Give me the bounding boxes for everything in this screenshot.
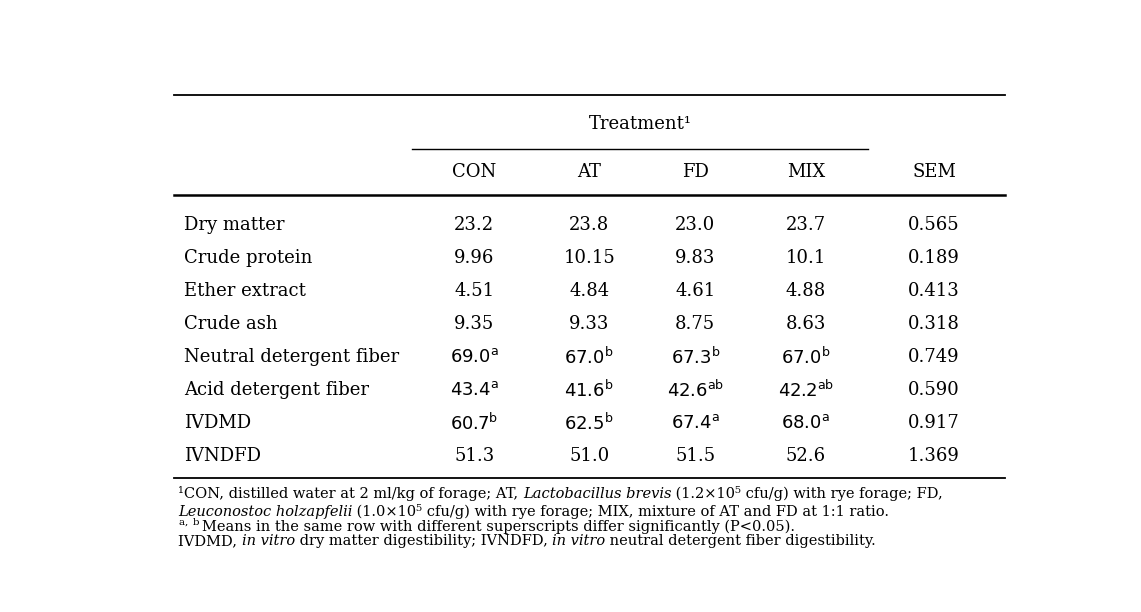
Text: 0.749: 0.749 xyxy=(908,348,960,366)
Text: 51.0: 51.0 xyxy=(569,447,609,465)
Text: Means in the same row with different superscripts differ significantly (P<0.05).: Means in the same row with different sup… xyxy=(202,520,795,534)
Text: Crude ash: Crude ash xyxy=(184,315,277,333)
Text: MIX: MIX xyxy=(786,163,825,181)
Text: $\mathregular{67.3}^{\mathregular{b}}$: $\mathregular{67.3}^{\mathregular{b}}$ xyxy=(671,346,720,368)
Text: $\mathregular{41.6}^{\mathregular{b}}$: $\mathregular{41.6}^{\mathregular{b}}$ xyxy=(565,379,614,401)
Text: $\mathregular{^{a,\ b}}$: $\mathregular{^{a,\ b}}$ xyxy=(178,518,202,536)
Text: $\mathregular{67.0}^{\mathregular{b}}$: $\mathregular{67.0}^{\mathregular{b}}$ xyxy=(565,346,614,368)
Text: 4.61: 4.61 xyxy=(675,282,715,300)
Text: $\mathregular{62.5}^{\mathregular{b}}$: $\mathregular{62.5}^{\mathregular{b}}$ xyxy=(565,412,614,434)
Text: $\mathregular{42.6}^{\mathregular{ab}}$: $\mathregular{42.6}^{\mathregular{ab}}$ xyxy=(666,379,723,401)
Text: 9.83: 9.83 xyxy=(675,249,715,267)
Text: 4.88: 4.88 xyxy=(786,282,826,300)
Text: IVNDFD: IVNDFD xyxy=(184,447,261,465)
Text: FD: FD xyxy=(682,163,709,181)
Text: 51.5: 51.5 xyxy=(675,447,715,465)
Text: 4.51: 4.51 xyxy=(454,282,494,300)
Text: 0.917: 0.917 xyxy=(908,414,960,432)
Text: Lactobacillus brevis: Lactobacillus brevis xyxy=(523,487,671,501)
Text: $\mathregular{42.2}^{\mathregular{ab}}$: $\mathregular{42.2}^{\mathregular{ab}}$ xyxy=(778,379,834,401)
Text: 23.0: 23.0 xyxy=(675,216,715,234)
Text: 4.84: 4.84 xyxy=(569,282,609,300)
Text: Treatment¹: Treatment¹ xyxy=(589,115,691,133)
Text: $\mathregular{68.0}^{\mathregular{a}}$: $\mathregular{68.0}^{\mathregular{a}}$ xyxy=(782,414,831,432)
Text: 0.413: 0.413 xyxy=(908,282,960,300)
Text: $\mathregular{67.0}^{\mathregular{b}}$: $\mathregular{67.0}^{\mathregular{b}}$ xyxy=(782,346,831,368)
Text: 23.2: 23.2 xyxy=(454,216,494,234)
Text: 23.7: 23.7 xyxy=(786,216,826,234)
Text: Dry matter: Dry matter xyxy=(184,216,285,234)
Text: AT: AT xyxy=(577,163,601,181)
Text: 9.35: 9.35 xyxy=(454,315,494,333)
Text: $\mathregular{60.7}^{\mathregular{b}}$: $\mathregular{60.7}^{\mathregular{b}}$ xyxy=(451,412,499,434)
Text: IVDMD: IVDMD xyxy=(184,414,251,432)
Text: $\mathregular{43.4}^{\mathregular{a}}$: $\mathregular{43.4}^{\mathregular{a}}$ xyxy=(450,381,499,399)
Text: IVDMD,: IVDMD, xyxy=(178,534,242,548)
Text: 0.189: 0.189 xyxy=(908,249,960,267)
Text: neutral detergent fiber digestibility.: neutral detergent fiber digestibility. xyxy=(606,534,876,548)
Text: 0.318: 0.318 xyxy=(908,315,960,333)
Text: Neutral detergent fiber: Neutral detergent fiber xyxy=(184,348,399,366)
Text: (1.0×10⁵ cfu/g) with rye forage; MIX, mixture of AT and FD at 1:1 ratio.: (1.0×10⁵ cfu/g) with rye forage; MIX, mi… xyxy=(353,504,889,519)
Text: 9.96: 9.96 xyxy=(454,249,494,267)
Text: 23.8: 23.8 xyxy=(569,216,609,234)
Text: Ether extract: Ether extract xyxy=(184,282,306,300)
Text: SEM: SEM xyxy=(912,163,956,181)
Text: Leuconostoc holzapfelii: Leuconostoc holzapfelii xyxy=(178,505,353,519)
Text: 0.590: 0.590 xyxy=(908,381,960,399)
Text: in vitro: in vitro xyxy=(242,534,294,548)
Text: 1.369: 1.369 xyxy=(908,447,960,465)
Text: 51.3: 51.3 xyxy=(454,447,494,465)
Text: Acid detergent fiber: Acid detergent fiber xyxy=(184,381,370,399)
Text: in vitro: in vitro xyxy=(552,534,606,548)
Text: 10.15: 10.15 xyxy=(564,249,615,267)
Text: (1.2×10⁵ cfu/g) with rye forage; FD,: (1.2×10⁵ cfu/g) with rye forage; FD, xyxy=(671,487,942,501)
Text: 10.1: 10.1 xyxy=(786,249,826,267)
Text: 9.33: 9.33 xyxy=(569,315,609,333)
Text: ¹CON, distilled water at 2 ml/kg of forage; AT,: ¹CON, distilled water at 2 ml/kg of fora… xyxy=(178,487,523,501)
Text: CON: CON xyxy=(452,163,496,181)
Text: $\mathregular{69.0}^{\mathregular{a}}$: $\mathregular{69.0}^{\mathregular{a}}$ xyxy=(450,348,499,366)
Text: 0.565: 0.565 xyxy=(908,216,960,234)
Text: 8.75: 8.75 xyxy=(675,315,715,333)
Text: 52.6: 52.6 xyxy=(786,447,826,465)
Text: dry matter digestibility; IVNDFD,: dry matter digestibility; IVNDFD, xyxy=(294,534,552,548)
Text: Crude protein: Crude protein xyxy=(184,249,313,267)
Text: $\mathregular{67.4}^{\mathregular{a}}$: $\mathregular{67.4}^{\mathregular{a}}$ xyxy=(671,414,720,432)
Text: 8.63: 8.63 xyxy=(786,315,826,333)
